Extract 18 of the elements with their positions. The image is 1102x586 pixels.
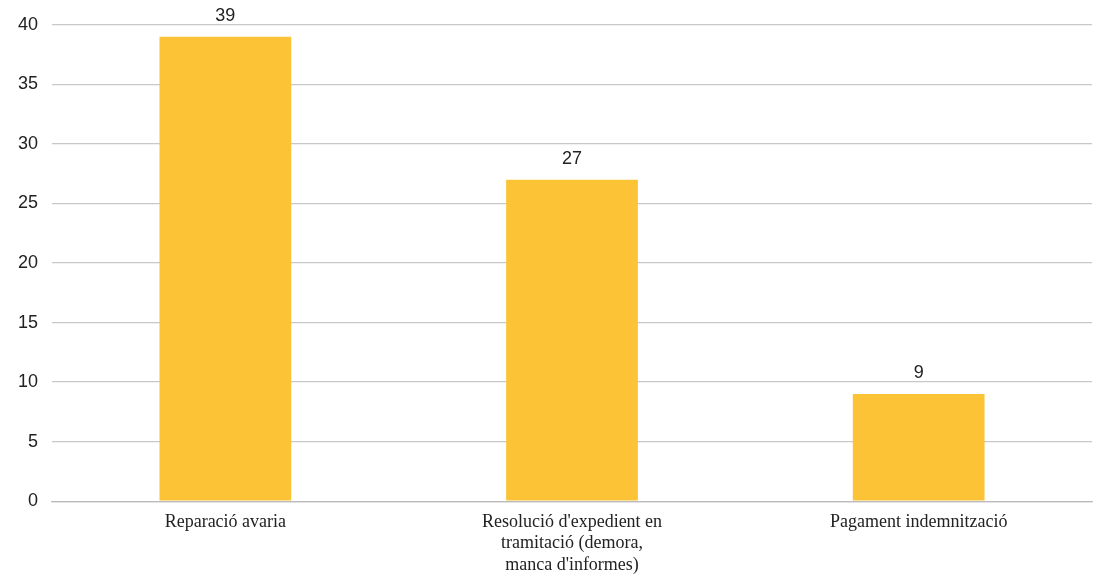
bar bbox=[159, 36, 292, 501]
x-tick-label: Resolució d'expedient en tramitació (demora, manca d'informes) bbox=[481, 510, 663, 575]
x-tick-label: Reparació avaria bbox=[164, 510, 287, 531]
data-label: 27 bbox=[562, 147, 583, 168]
y-tick-label: 5 bbox=[28, 430, 39, 451]
data-label: 39 bbox=[215, 4, 236, 25]
y-tick-label: 25 bbox=[17, 192, 39, 213]
bar bbox=[506, 179, 638, 501]
y-tick-label: 30 bbox=[17, 132, 39, 153]
data-label: 9 bbox=[913, 361, 924, 382]
y-tick-label: 15 bbox=[17, 311, 39, 332]
x-tick-label: Pagament indemnització bbox=[829, 510, 1008, 531]
y-tick-label: 0 bbox=[28, 490, 39, 511]
y-tick-label: 40 bbox=[17, 13, 39, 34]
y-tick-label: 20 bbox=[17, 251, 39, 272]
y-tick-label: 10 bbox=[17, 371, 39, 392]
y-tick-label: 35 bbox=[17, 73, 39, 94]
bar bbox=[852, 394, 985, 501]
